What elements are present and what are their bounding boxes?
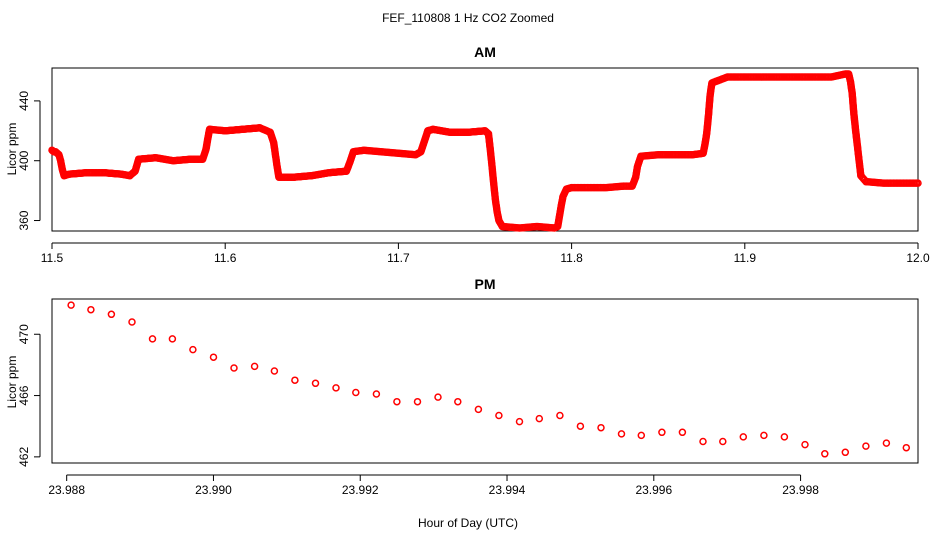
- am-x-tick-label: 11.6: [214, 251, 237, 265]
- pm-data-point: [739, 433, 748, 441]
- am-y-axis-label: Licor ppm: [5, 123, 19, 176]
- pm-data-point: [393, 397, 401, 406]
- pm-data-point: [434, 393, 442, 401]
- pm-data-point: [760, 431, 768, 440]
- pm-points: [67, 301, 911, 458]
- pm-data-point: [535, 414, 544, 423]
- pm-data-point: [372, 390, 381, 398]
- pm-data-point: [128, 318, 136, 326]
- pm-x-tick-label: 23.996: [635, 483, 672, 497]
- am-y-tick-label: 360: [17, 210, 31, 230]
- pm-data-point: [556, 411, 564, 420]
- pm-y-axis-label: Licor ppm: [5, 356, 19, 409]
- figure-x-axis-label: Hour of Day (UTC): [418, 516, 518, 530]
- am-y-tick-label: 440: [17, 91, 31, 111]
- pm-data-point: [209, 353, 218, 361]
- pm-data-point: [474, 405, 483, 414]
- pm-data-point: [87, 305, 95, 314]
- am-panel: AM Licor ppm 11.5 11.6 11.7 11.8 11.9 12.0 36…: [5, 44, 930, 265]
- pm-data-point: [107, 310, 116, 319]
- pm-panel: PM Licor ppm 23.988 23.990 23.992 23.994 23.…: [5, 276, 919, 497]
- am-x-axis: 11.5 11.6 11.7 11.8 11.9 12.0: [41, 242, 930, 265]
- figure-title: FEF_110808 1 Hz CO2 Zoomed: [382, 11, 554, 25]
- pm-data-point: [841, 448, 850, 457]
- pm-data-point: [902, 443, 911, 452]
- am-y-axis: 360 400 440: [17, 91, 41, 231]
- pm-data-point: [862, 442, 870, 450]
- pm-x-tick-label: 23.994: [489, 483, 526, 497]
- am-y-tick-label: 400: [17, 150, 31, 170]
- am-x-tick-label: 11.5: [41, 251, 64, 265]
- pm-data-point: [291, 376, 299, 384]
- pm-data-point: [637, 431, 646, 440]
- pm-data-point: [699, 437, 707, 446]
- am-panel-title: AM: [474, 44, 496, 60]
- pm-data-point: [801, 440, 809, 449]
- pm-plot-frame: [51, 298, 919, 464]
- pm-y-tick-label: 466: [17, 385, 31, 405]
- pm-data-point: [719, 437, 727, 446]
- pm-x-tick-label: 23.998: [782, 483, 819, 497]
- am-plot-frame: [51, 67, 919, 232]
- pm-data-point: [148, 335, 157, 343]
- pm-x-tick-label: 23.992: [342, 483, 379, 497]
- pm-y-tick-label: 462: [17, 447, 31, 467]
- pm-data-point: [658, 428, 666, 437]
- pm-data-point: [495, 411, 503, 420]
- pm-data-point: [250, 362, 259, 371]
- pm-x-tick-label: 23.988: [48, 483, 85, 497]
- pm-data-point: [230, 364, 238, 372]
- pm-y-axis: 462 466 470: [17, 324, 41, 467]
- pm-x-axis: 23.988 23.990 23.992 23.994 23.996 23.998: [48, 474, 819, 497]
- pm-data-point: [189, 345, 197, 354]
- pm-x-tick-label: 23.990: [195, 483, 232, 497]
- pm-data-point: [413, 397, 422, 406]
- pm-data-point: [270, 367, 279, 375]
- pm-data-point: [332, 384, 340, 392]
- am-x-tick-label: 11.8: [560, 251, 583, 265]
- pm-data-point: [882, 439, 891, 447]
- am-data-point: [914, 179, 922, 187]
- am-x-tick-label: 11.9: [734, 251, 757, 265]
- pm-data-point: [454, 397, 462, 406]
- pm-y-tick-label: 470: [17, 324, 31, 344]
- pm-data-point: [515, 417, 524, 426]
- pm-data-point: [168, 335, 177, 343]
- pm-data-point: [821, 450, 829, 458]
- pm-data-point: [67, 301, 75, 309]
- am-x-tick-label: 11.7: [387, 251, 410, 265]
- pm-data-point: [780, 433, 789, 441]
- pm-data-point: [617, 430, 626, 438]
- pm-data-point: [352, 388, 360, 397]
- am-x-tick-label: 12.0: [906, 251, 930, 265]
- pm-data-point: [678, 428, 687, 437]
- pm-data-point: [311, 379, 320, 388]
- am-points: [48, 70, 922, 232]
- pm-panel-title: PM: [475, 276, 496, 292]
- pm-data-point: [597, 423, 605, 432]
- pm-data-point: [576, 422, 585, 430]
